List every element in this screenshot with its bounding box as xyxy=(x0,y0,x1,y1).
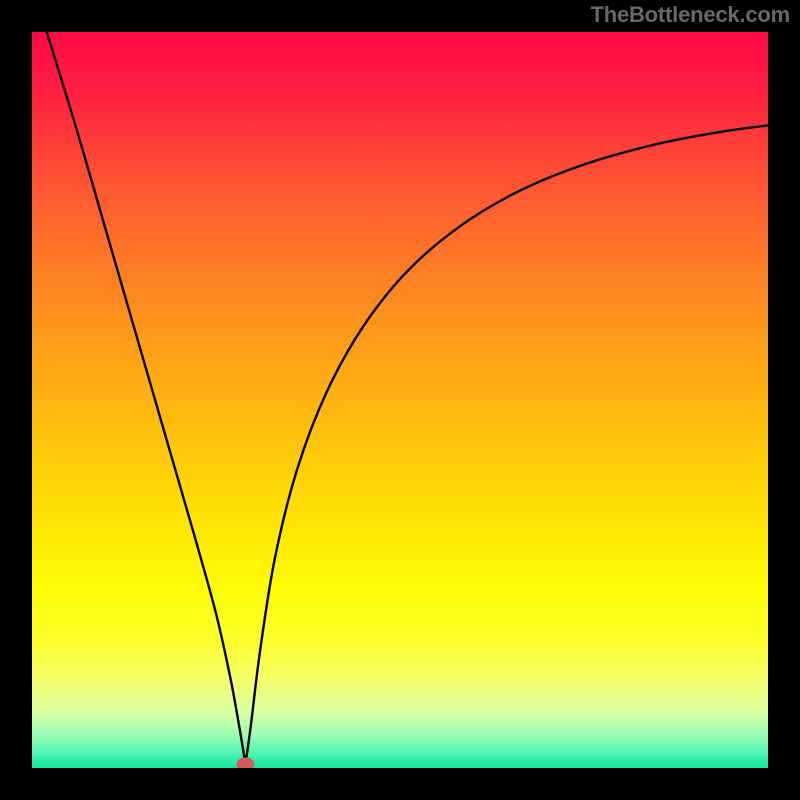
bottleneck-chart xyxy=(32,32,768,768)
plot-background xyxy=(32,32,768,768)
watermark-text: TheBottleneck.com xyxy=(590,2,790,28)
chart-frame: TheBottleneck.com xyxy=(0,0,800,800)
